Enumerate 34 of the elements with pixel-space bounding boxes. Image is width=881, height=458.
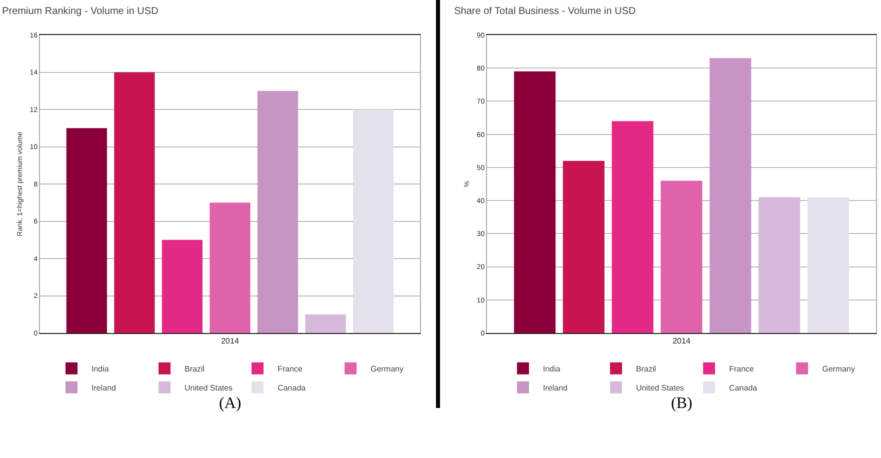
bar <box>114 72 155 333</box>
bar <box>257 90 298 333</box>
legend-label: United States <box>636 383 684 392</box>
text: (A) <box>219 395 242 412</box>
text: (B) <box>671 395 692 412</box>
bar <box>660 180 702 333</box>
bar <box>612 121 654 333</box>
chart-title: Premium Ranking - Volume in USD <box>2 6 158 17</box>
bar <box>66 128 107 333</box>
legend-label: Canada <box>729 383 758 392</box>
legend-label: United States <box>184 383 233 392</box>
bar <box>305 314 346 333</box>
legend-label: India <box>92 364 110 374</box>
legend-label: India <box>543 364 561 374</box>
chart-title: Share of Total Business - Volume in USD <box>454 6 636 17</box>
x-tick-label: 2014 <box>672 336 691 346</box>
bar <box>162 240 203 333</box>
bar <box>562 160 604 333</box>
legend-label: Canada <box>278 383 306 392</box>
legend-label: France <box>278 364 304 374</box>
bar <box>710 58 752 333</box>
bar <box>807 197 849 333</box>
x-tick-label: 2014 <box>221 336 240 346</box>
legend-label: Brazil <box>184 364 205 374</box>
bar <box>758 197 800 333</box>
legend-label: Germany <box>370 364 404 374</box>
bar <box>353 110 394 333</box>
legend-label: Ireland <box>543 383 568 392</box>
legend-label: Brazil <box>636 364 656 374</box>
legend-label: Ireland <box>92 383 116 392</box>
bar <box>210 202 250 333</box>
bar <box>514 71 556 333</box>
legend-label: France <box>729 364 755 374</box>
legend-label: Germany <box>822 364 855 374</box>
